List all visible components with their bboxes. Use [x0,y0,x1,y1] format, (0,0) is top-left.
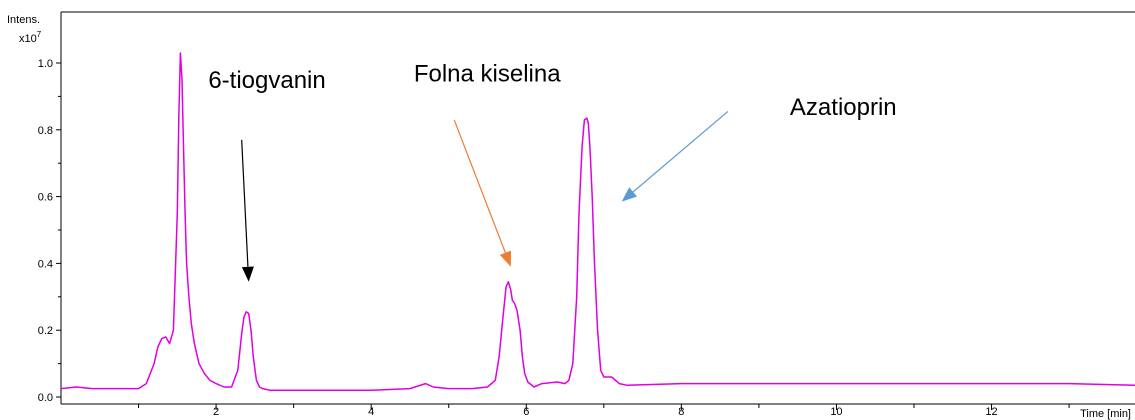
peak-annotation-label: Azatioprin [790,94,897,121]
y-tick-label: 0.4 [38,258,53,270]
annotation-arrow-shaft [632,110,729,193]
y-axis-ticks: 0.0 0.2 0.4 0.6 0.8 1.0 [38,58,61,404]
annotation-arrow-head [499,250,511,267]
annotations-layer: 6-tiogvanin Folna kiselina Azatioprin [208,60,897,282]
x-tick-label: 4 [368,406,374,418]
x-tick-label: 8 [678,406,684,418]
x-tick-label: 6 [523,406,529,418]
y-tick-label: 0.6 [38,192,53,204]
annotation-arrow-head [621,187,637,202]
y-axis-title: Intens. [7,14,40,26]
annotation-arrow-head [241,266,254,282]
y-tick-label: 0.2 [38,325,53,337]
y-axis-multiplier: x107 [19,30,42,45]
chromatogram-trace [60,52,1135,392]
annotation-arrow-shaft [453,119,506,253]
x-tick-label: 10 [830,406,842,418]
annotation-arrow-shaft [241,139,249,267]
x-axis-ticks: 2 4 6 8 10 12 [138,404,1070,418]
y-tick-label: 1.0 [38,58,53,70]
y-tick-label: 0.0 [38,392,53,404]
peak-annotation-label: Folna kiselina [414,60,561,87]
y-tick-label: 0.8 [38,125,53,137]
x-tick-label: 12 [985,406,997,418]
series-layer [60,52,1135,392]
peak-annotation-label: 6-tiogvanin [208,67,325,94]
x-tick-label: 2 [213,406,219,418]
x-axis-title: Time [min] [1080,408,1131,420]
